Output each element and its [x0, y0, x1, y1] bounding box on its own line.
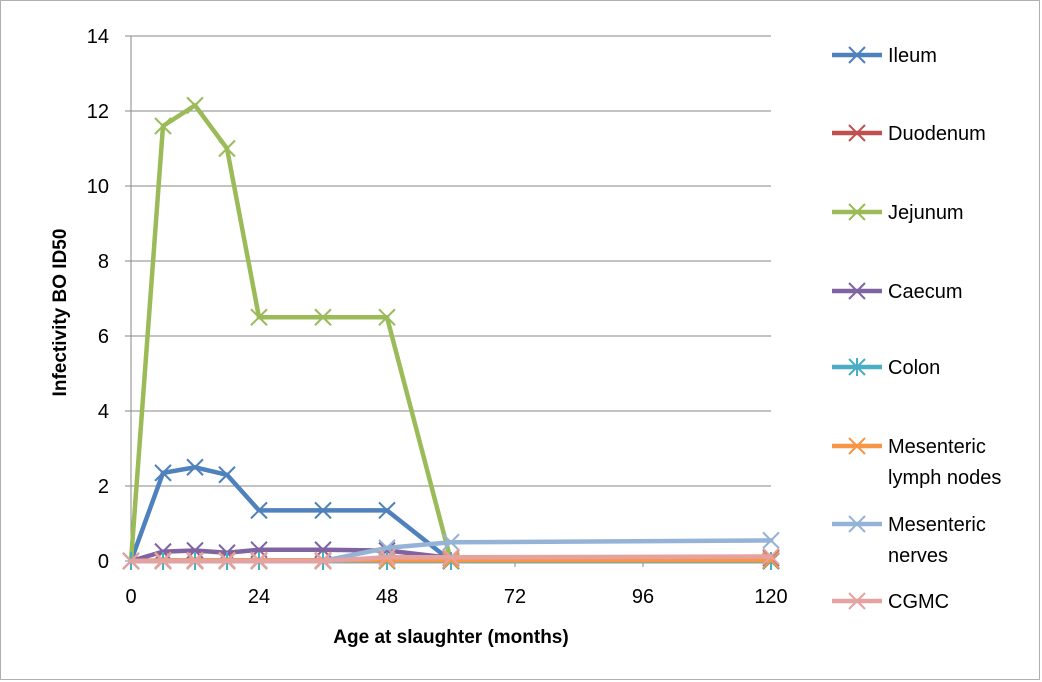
x-tick-label: 72 — [504, 586, 526, 608]
x-tick-label: 0 — [125, 586, 136, 608]
series-lines — [122, 96, 780, 570]
legend-entry-cgmc: CGMC — [832, 591, 949, 613]
legend-entry-mesenteric-lymph-nodes: Mesenteric lymph nodes — [832, 436, 1001, 489]
y-tick-label: 6 — [98, 326, 109, 348]
legend-entry-mesenteric-nerves: Mesenteric nerves — [832, 514, 986, 567]
y-tick-label: 0 — [98, 551, 109, 573]
data-point — [186, 552, 204, 570]
legend-label: CGMC — [888, 591, 949, 613]
legend-entry-colon: Colon — [832, 357, 940, 379]
legend-marker — [848, 358, 866, 376]
x-tick-label: 120 — [754, 586, 787, 608]
legend-marker — [848, 282, 866, 300]
legend-label: Colon — [888, 357, 940, 379]
y-tick-label: 12 — [87, 101, 109, 123]
data-point — [378, 551, 396, 569]
legend-entry-duodenum: Duodenum — [832, 123, 986, 145]
data-point — [250, 501, 268, 520]
legend-label: Ileum — [888, 45, 937, 67]
x-tick-label: 24 — [248, 586, 270, 608]
y-axis-title: Infectivity BO ID50 — [50, 229, 71, 397]
data-point — [378, 548, 396, 566]
data-point — [442, 533, 460, 551]
data-point — [154, 117, 172, 135]
data-point — [762, 531, 780, 550]
x-tick-label: 96 — [632, 586, 654, 608]
data-point — [186, 96, 204, 115]
x-tick-label: 48 — [376, 586, 398, 608]
series-line — [128, 465, 774, 564]
data-point — [762, 547, 780, 566]
data-point — [154, 464, 172, 482]
legend: Ileum Duodenum Jejunum Caecum Colon Mesenteri… — [832, 45, 1001, 613]
y-tick-label: 14 — [87, 26, 109, 48]
x-axis-title: Age at slaughter (months) — [333, 627, 568, 648]
axes — [125, 35, 772, 567]
series-line — [128, 103, 774, 564]
legend-marker — [848, 124, 866, 142]
data-point — [442, 551, 460, 569]
data-point — [122, 552, 140, 570]
gridlines — [131, 35, 771, 487]
data-point — [250, 552, 268, 570]
y-tick-label: 10 — [87, 176, 109, 198]
legend-marker — [848, 515, 866, 533]
data-point — [442, 548, 460, 566]
data-point — [186, 458, 204, 476]
legend-label: Duodenum — [888, 123, 986, 145]
legend-entry-ileum: Ileum — [832, 45, 937, 67]
legend-marker — [848, 592, 866, 610]
data-point — [250, 308, 268, 326]
series-cgmc — [122, 547, 780, 570]
legend-label: Mesenteric lymph nodes — [888, 436, 1001, 489]
data-point — [218, 139, 236, 158]
data-point — [154, 552, 172, 570]
data-point — [218, 552, 236, 570]
legend-marker — [848, 203, 866, 221]
data-point — [314, 501, 332, 520]
legend-entry-caecum: Caecum — [832, 281, 962, 303]
y-tick-label: 2 — [98, 476, 109, 498]
y-tick-label: 8 — [98, 251, 109, 273]
data-point — [218, 466, 236, 484]
legend-marker — [848, 437, 866, 455]
data-point — [378, 308, 396, 326]
legend-label: Mesenteric nerves — [888, 514, 986, 567]
legend-label: Jejunum — [888, 202, 964, 224]
data-point — [314, 308, 332, 326]
data-point — [378, 501, 396, 520]
legend-label: Caecum — [888, 281, 962, 303]
y-tick-label: 4 — [98, 401, 109, 423]
legend-marker — [848, 46, 866, 64]
series-jejunum — [122, 96, 780, 570]
legend-entry-jejunum: Jejunum — [832, 202, 964, 224]
data-point — [314, 552, 332, 570]
